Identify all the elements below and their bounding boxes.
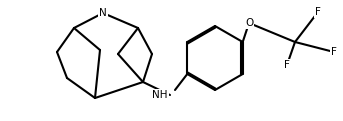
Text: N: N xyxy=(99,8,107,18)
Text: F: F xyxy=(315,7,321,17)
Text: F: F xyxy=(331,47,337,57)
Text: NH: NH xyxy=(152,90,168,100)
Text: F: F xyxy=(284,60,290,70)
Text: O: O xyxy=(245,18,253,28)
